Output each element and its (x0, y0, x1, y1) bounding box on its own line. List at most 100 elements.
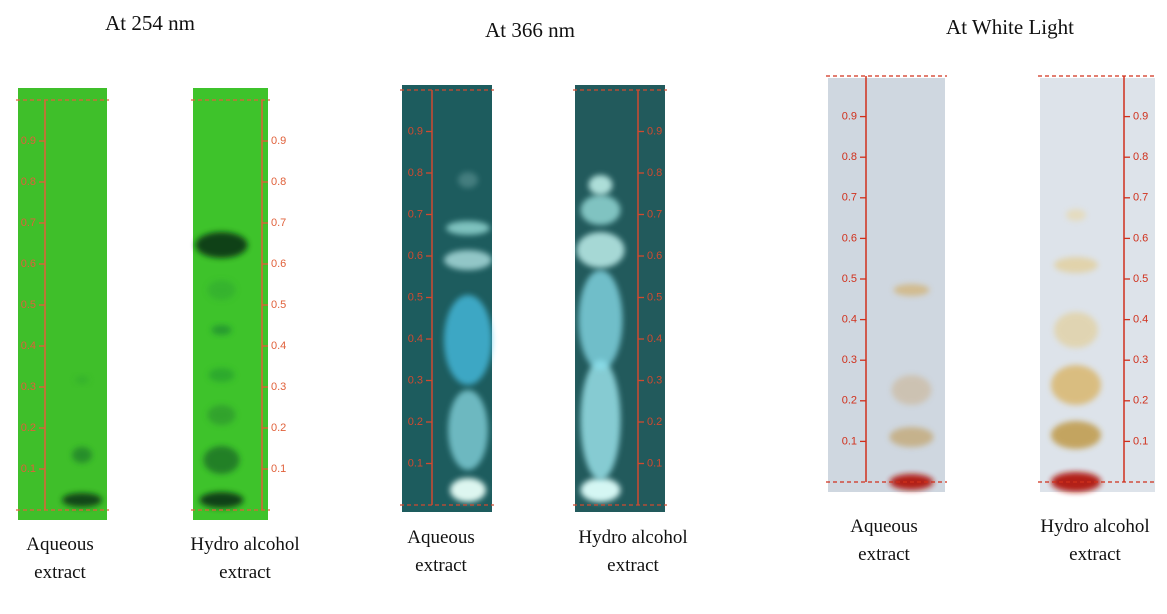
spot (1054, 312, 1098, 348)
scale-label: 0.9 (647, 125, 662, 137)
plate-label: extract (219, 562, 271, 583)
figure: At 254 nm At 366 nm At White Light 0.1 0.… (0, 0, 1167, 614)
scale-label: 0.2 (271, 422, 286, 434)
spot (208, 280, 236, 300)
spot (581, 195, 621, 225)
scale-label: 0.5 (842, 273, 857, 285)
scale-label: 0.6 (408, 250, 423, 262)
scale-label: 0.9 (842, 111, 857, 123)
scale-label: 0.1 (842, 435, 857, 447)
spot (458, 172, 478, 188)
scale-label: 0.9 (1133, 111, 1148, 123)
panel-title: At 254 nm (105, 11, 195, 35)
plate-label: Hydro alcohol (190, 534, 299, 555)
scale-label: 0.8 (408, 167, 423, 179)
scale-label: 0.2 (842, 395, 857, 407)
spot (589, 175, 613, 195)
scale-label: 0.9 (271, 135, 286, 147)
spot (444, 295, 492, 385)
scale-label: 0.8 (1133, 151, 1148, 163)
plate-label: extract (415, 555, 467, 576)
spot (62, 493, 102, 507)
scale-label: 0.7 (408, 208, 423, 220)
spot (444, 250, 492, 270)
spot (894, 284, 930, 296)
scale-label: 0.1 (647, 457, 662, 469)
scale-label: 0.9 (408, 125, 423, 137)
scale-label: 0.3 (1133, 354, 1148, 366)
scale-label: 0.8 (21, 176, 36, 188)
plate-label: Hydro alcohol (1040, 516, 1149, 537)
spot (577, 232, 625, 268)
spot (212, 325, 232, 335)
tlc-plate (828, 78, 945, 492)
scale-label: 0.5 (408, 291, 423, 303)
spot (75, 376, 89, 384)
scale-label: 0.4 (647, 333, 662, 345)
scale-label: 0.6 (271, 258, 286, 270)
scale-label: 0.2 (408, 416, 423, 428)
spot (446, 221, 490, 235)
spot (1051, 421, 1101, 449)
spot (1066, 209, 1086, 221)
plate-label: Hydro alcohol (578, 527, 687, 548)
spot (448, 390, 488, 470)
plate-label: extract (607, 555, 659, 576)
scale-label: 0.4 (271, 340, 286, 352)
spot (581, 478, 621, 502)
scale-label: 0.1 (1133, 435, 1148, 447)
spot (581, 360, 621, 480)
plate-label: extract (1069, 544, 1121, 565)
scale-label: 0.4 (408, 333, 423, 345)
scale-label: 0.7 (1133, 192, 1148, 204)
spot (209, 368, 235, 382)
scale-label: 0.9 (21, 135, 36, 147)
scale-label: 0.5 (647, 291, 662, 303)
spot (72, 447, 92, 463)
panel-title: At 366 nm (485, 18, 575, 42)
scale-label: 0.8 (842, 151, 857, 163)
spot (208, 405, 236, 425)
scale-label: 0.7 (271, 217, 286, 229)
scale-label: 0.5 (271, 299, 286, 311)
scale-label: 0.3 (408, 374, 423, 386)
scale-label: 0.6 (842, 232, 857, 244)
plate-label: Aqueous (26, 534, 94, 555)
scale-label: 0.1 (21, 463, 36, 475)
scale-label: 0.4 (21, 340, 36, 352)
scale-label: 0.6 (21, 258, 36, 270)
spot (892, 375, 932, 405)
plate-label: extract (34, 562, 86, 583)
spot (200, 492, 244, 508)
plate-label: extract (858, 544, 910, 565)
spot (1054, 257, 1098, 273)
scale-label: 0.3 (21, 381, 36, 393)
scale-label: 0.2 (647, 416, 662, 428)
scale-label: 0.3 (842, 354, 857, 366)
spot (196, 232, 248, 258)
scale-label: 0.1 (271, 463, 286, 475)
scale-label: 0.5 (1133, 273, 1148, 285)
scale-label: 0.1 (408, 457, 423, 469)
plate-label: Aqueous (850, 516, 918, 537)
scale-label: 0.7 (21, 217, 36, 229)
spot (890, 427, 934, 447)
scale-label: 0.8 (647, 167, 662, 179)
panel-title: At White Light (946, 15, 1074, 39)
scale-label: 0.5 (21, 299, 36, 311)
scale-label: 0.3 (271, 381, 286, 393)
spot (450, 478, 486, 502)
scale-label: 0.6 (647, 250, 662, 262)
scale-label: 0.2 (21, 422, 36, 434)
scale-label: 0.4 (842, 314, 857, 326)
plate-label: Aqueous (407, 527, 475, 548)
spot (204, 446, 240, 474)
scale-label: 0.7 (647, 208, 662, 220)
scale-label: 0.6 (1133, 232, 1148, 244)
scale-label: 0.7 (842, 192, 857, 204)
spot (579, 270, 623, 370)
scale-label: 0.3 (647, 374, 662, 386)
spot (1051, 365, 1101, 405)
scale-label: 0.2 (1133, 395, 1148, 407)
scale-label: 0.8 (271, 176, 286, 188)
